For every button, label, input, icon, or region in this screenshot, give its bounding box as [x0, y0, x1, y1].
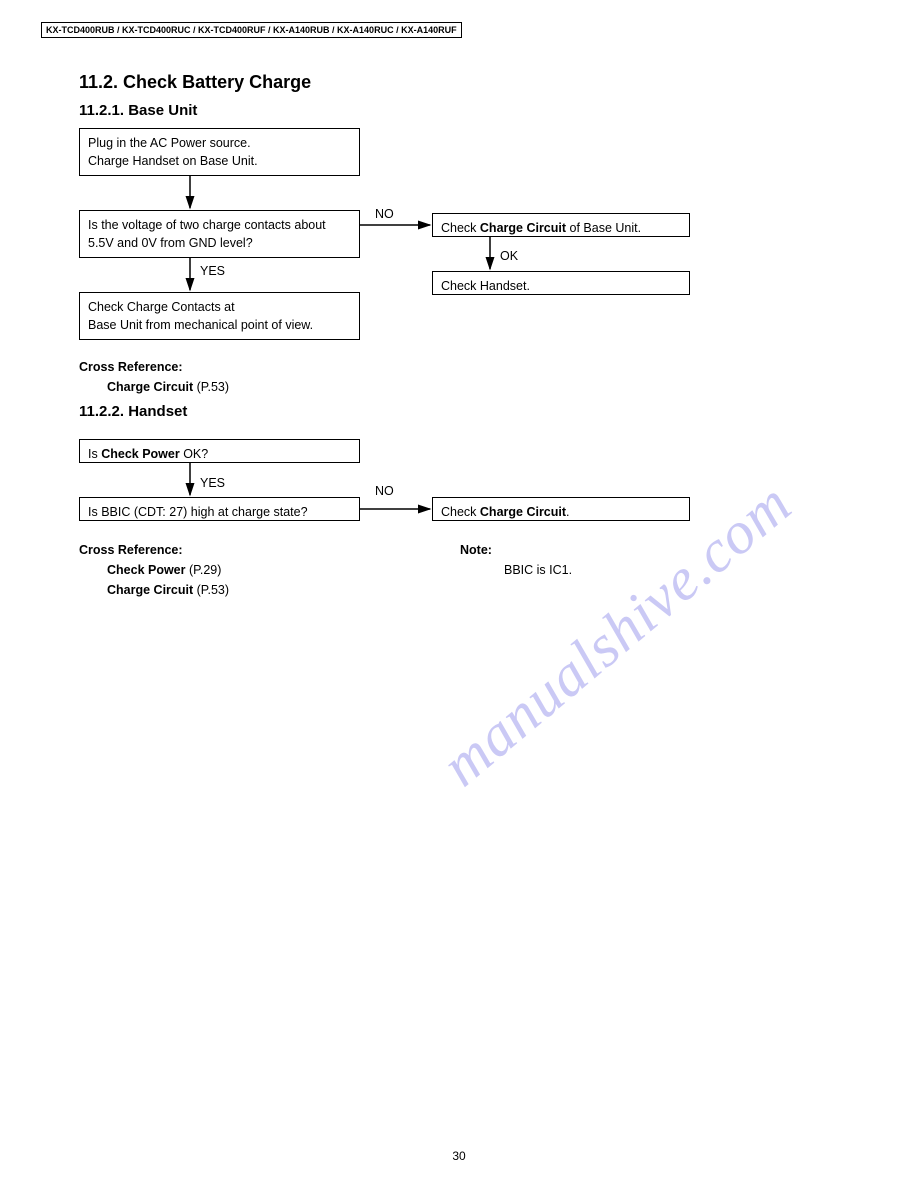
page-number: 30 — [0, 1149, 918, 1163]
fc1-node-3-line1: Check Charge Contacts at — [88, 300, 235, 314]
model-header: KX-TCD400RUB / KX-TCD400RUC / KX-TCD400R… — [41, 22, 462, 38]
crossref2-item-0: Check Power (P.29) — [107, 563, 221, 577]
fc1-node-3-line2: Base Unit from mechanical point of view. — [88, 318, 313, 332]
crossref2-item-0-bold: Check Power — [107, 563, 186, 577]
fc1-node-4: Check Charge Circuit of Base Unit. — [432, 213, 690, 237]
fc2-node-1: Is Check Power OK? — [79, 439, 360, 463]
fc1-node-2-line2: 5.5V and 0V from GND level? — [88, 236, 253, 250]
note-text: BBIC is IC1. — [504, 563, 572, 577]
heading-sub2: 11.2.2. Handset — [79, 403, 187, 420]
crossref1-item-0-bold: Charge Circuit — [107, 380, 193, 394]
fc1-node-1-line2: Charge Handset on Base Unit. — [88, 154, 258, 168]
crossref1-item-0: Charge Circuit (P.53) — [107, 380, 229, 394]
fc2-node-2: Is BBIC (CDT: 27) high at charge state? — [79, 497, 360, 521]
fc1-node-1: Plug in the AC Power source. Charge Hand… — [79, 128, 360, 176]
fc2-label-no: NO — [375, 484, 394, 498]
fc2-node-3: Check Charge Circuit. — [432, 497, 690, 521]
fc1-label-yes: YES — [200, 264, 225, 278]
note-title: Note: — [460, 543, 492, 557]
fc1-node-2-line1: Is the voltage of two charge contacts ab… — [88, 218, 326, 232]
fc1-node-3: Check Charge Contacts at Base Unit from … — [79, 292, 360, 340]
crossref1-title: Cross Reference: — [79, 360, 183, 374]
crossref2-item-1: Charge Circuit (P.53) — [107, 583, 229, 597]
fc2-label-yes: YES — [200, 476, 225, 490]
crossref1-item-0-rest: (P.53) — [193, 380, 229, 394]
fc1-node-5: Check Handset. — [432, 271, 690, 295]
crossref2-item-1-bold: Charge Circuit — [107, 583, 193, 597]
fc1-label-ok: OK — [500, 249, 518, 263]
heading-sub1: 11.2.1. Base Unit — [79, 102, 197, 119]
heading-main: 11.2. Check Battery Charge — [79, 72, 311, 93]
fc1-node-2: Is the voltage of two charge contacts ab… — [79, 210, 360, 258]
fc1-label-no: NO — [375, 207, 394, 221]
crossref2-title: Cross Reference: — [79, 543, 183, 557]
fc1-node-1-line1: Plug in the AC Power source. — [88, 136, 251, 150]
crossref2-item-0-rest: (P.29) — [186, 563, 222, 577]
crossref2-item-1-rest: (P.53) — [193, 583, 229, 597]
